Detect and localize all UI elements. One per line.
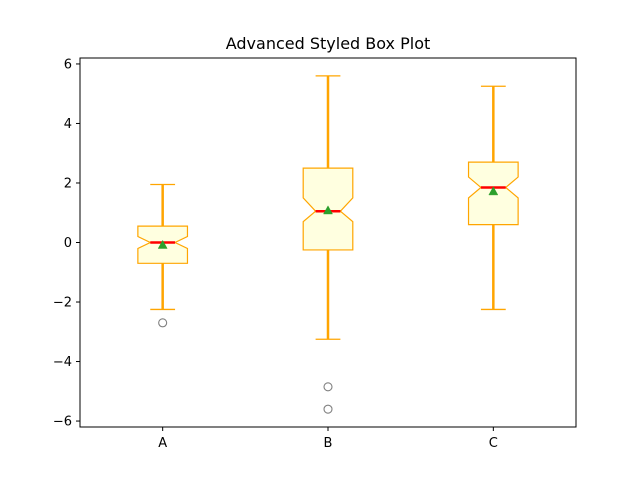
x-tick-label: A [158,436,167,451]
y-tick-label: 4 [64,117,72,132]
box-group-b [302,75,354,414]
box-group-a [137,183,189,328]
y-tick-label: −6 [53,415,72,430]
outlier-point [158,318,168,328]
y-tick-label: 0 [64,236,72,251]
plot-area [137,75,519,414]
box-group-c [467,85,519,311]
y-tick-label: −4 [53,355,72,370]
mean-marker [323,205,333,215]
outlier-point [323,382,333,392]
mean-marker [157,239,168,249]
chart-title: Advanced Styled Box Plot [226,34,431,53]
x-tick-label: C [489,436,498,451]
mean-marker [488,186,499,196]
outlier-point [323,404,333,414]
y-tick-label: 6 [64,57,72,72]
y-tick-label: 2 [64,176,72,191]
x-tick-label: B [324,436,333,451]
axes: −6 −4 −2 0 2 4 6 A B C [53,57,498,451]
y-tick-label: −2 [53,296,72,311]
